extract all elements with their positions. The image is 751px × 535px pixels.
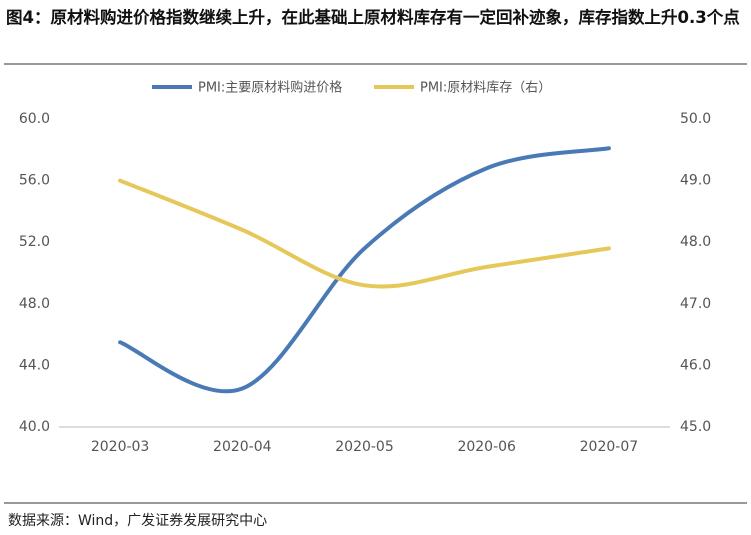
y-tick-label: 48.0 (19, 296, 50, 312)
y2-tick-label: 45.0 (680, 419, 711, 435)
series-line (118, 178, 611, 289)
chart-title: 图4：原材料购进价格指数继续上升，在此基础上原材料库存有一定回补迹象，库存指数上… (6, 8, 740, 27)
x-tick-label: 2020-04 (213, 439, 272, 455)
y2-tick-label: 50.0 (680, 111, 711, 127)
y-tick-label: 52.0 (19, 234, 50, 250)
y-tick-label: 60.0 (19, 111, 50, 127)
x-tick-label: 2020-03 (91, 439, 150, 455)
x-tick-label: 2020-05 (335, 439, 394, 455)
y2-tick-label: 48.0 (680, 234, 711, 250)
source: 数据来源：Wind，广发证券发展研究中心 (8, 513, 268, 529)
series-line (118, 146, 611, 394)
legend-label: PMI:主要原材料购进价格 (198, 80, 342, 96)
y2-tick-label: 49.0 (680, 173, 711, 189)
x-tick-label: 2020-06 (457, 439, 516, 455)
y-tick-label: 56.0 (19, 173, 50, 189)
y-tick-label: 44.0 (19, 357, 50, 373)
legend-label: PMI:原材料库存（右） (420, 80, 551, 96)
y2-tick-label: 47.0 (680, 296, 711, 312)
y2-tick-label: 46.0 (680, 357, 711, 373)
x-tick-label: 2020-07 (580, 439, 639, 455)
y-tick-label: 40.0 (19, 419, 50, 435)
